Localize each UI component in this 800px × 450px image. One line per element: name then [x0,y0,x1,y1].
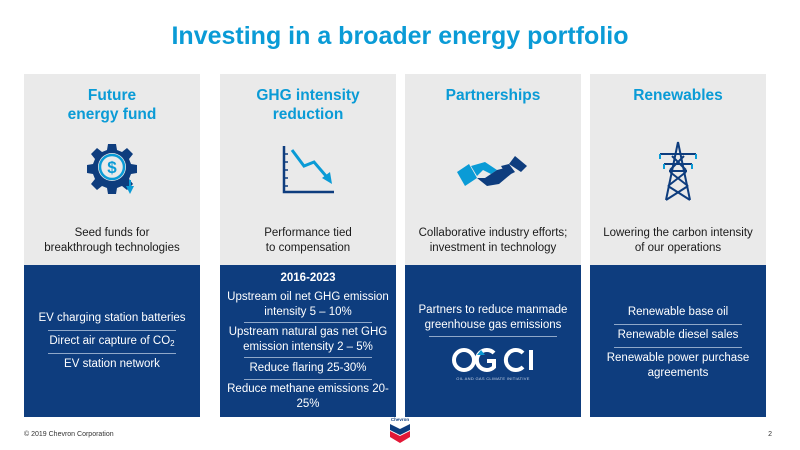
heading-line: Future [87,87,137,104]
dollar-gear-icon: $ [82,140,142,202]
list-item: Direct air capture of CO2 [30,334,194,351]
column-bottom-panel: 2016-2023 Upstream oil net GHG emission … [220,265,396,417]
list-item: EV station network [64,358,160,370]
chevron-logo: Chevron [387,417,413,445]
list-item: Partners to reduce manmade greenhouse ga… [418,304,568,331]
column-future-energy-fund: Future energy fund $ Seed funds for brea… [24,74,200,417]
divider [244,322,372,323]
column-partnerships: Partnerships Collaborative industry effo… [405,74,581,417]
column-bottom-panel: Partners to reduce manmade greenhouse ga… [405,265,581,417]
ogci-logo: OIL AND GAS CLIMATE INITIATIVE [451,345,535,389]
list-item: EV charging station batteries [38,312,186,324]
divider [244,357,372,358]
footer-copyright: © 2019 Chevron Corporation [24,431,114,438]
divider [48,353,176,354]
page-number: 2 [768,431,772,438]
description-line: breakthrough technologies [44,242,180,254]
list-item: Renewable base oil [627,306,729,318]
column-heading: GHG intensity reduction [220,86,396,124]
description-line: Seed funds for [74,227,150,239]
column-top-panel: Future energy fund $ Seed funds for brea… [24,74,200,265]
list-item: Upstream oil net GHG emission intensity … [227,291,389,318]
column-top-panel: GHG intensity reduction Performanc [220,74,396,265]
column-description: Performance tied to compensation [224,226,392,256]
column-bottom-panel: EV charging station batteries Direct air… [24,265,200,417]
column-top-panel: Partnerships Collaborative industry effo… [405,74,581,265]
heading-line: reduction [272,106,344,123]
column-ghg-intensity-reduction: GHG intensity reduction Performanc [220,74,396,417]
transmission-tower-icon [648,140,708,202]
period-label: 2016-2023 [280,272,336,284]
list-item: Renewable power purchase agreements [606,352,750,379]
declining-chart-icon [278,140,338,202]
list-item: Reduce methane emissions 20-25% [227,383,389,410]
description-line: Performance tied [264,227,352,239]
description-line: Lowering the carbon intensity [603,227,753,239]
description-line: to compensation [265,242,351,254]
heading-line: Partnerships [445,87,541,104]
list-item: Upstream natural gas net GHG emission in… [228,326,388,353]
handshake-icon [455,140,531,202]
heading-line: Renewables [633,87,723,104]
column-renewables: Renewables Low [590,74,766,417]
list-item: Renewable diesel sales [617,329,739,341]
svg-text:$: $ [107,158,117,177]
co2-subscript: 2 [170,339,175,348]
column-top-panel: Renewables Low [590,74,766,265]
chevron-wordmark: Chevron [390,417,410,422]
column-description: Collaborative industry efforts; investme… [409,226,577,256]
column-bottom-panel: Renewable base oil Renewable diesel sale… [590,265,766,417]
divider [244,379,372,380]
description-line: of our operations [634,242,722,254]
divider [614,324,742,325]
column-description: Seed funds for breakthrough technologies [28,226,196,256]
slide-title: Investing in a broader energy portfolio [171,22,629,50]
column-description: Lowering the carbon intensity of our ope… [594,226,762,256]
heading-line: energy fund [67,106,157,123]
column-heading: Partnerships [405,86,581,105]
list-item: Reduce flaring 25-30% [249,362,367,374]
heading-line: GHG intensity [256,87,360,104]
column-heading: Future energy fund [24,86,200,124]
description-line: Collaborative industry efforts; [418,227,568,239]
divider [614,347,742,348]
description-line: investment in technology [429,242,557,254]
divider [429,336,557,337]
divider [48,330,176,331]
co2-text: Direct air capture of CO [49,335,171,347]
column-heading: Renewables [590,86,766,105]
ogci-caption: OIL AND GAS CLIMATE INITIATIVE [456,376,530,381]
